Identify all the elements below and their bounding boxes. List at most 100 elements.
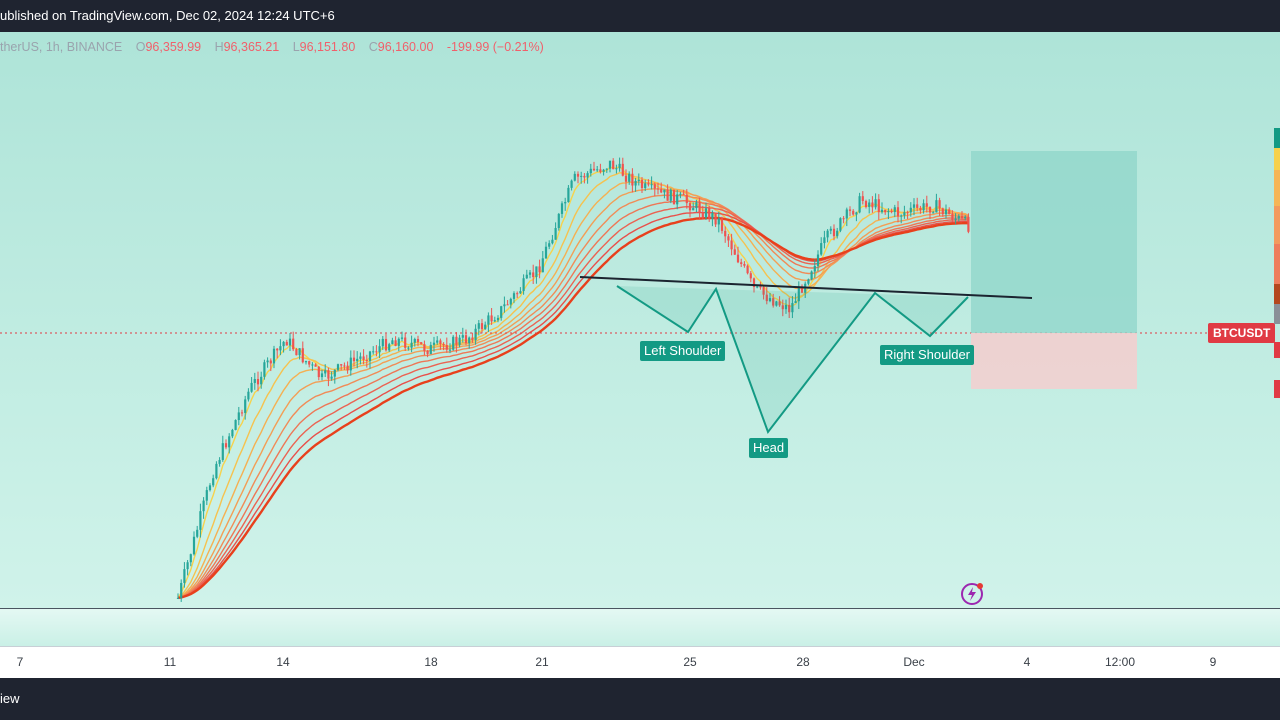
candle-body bbox=[640, 179, 644, 189]
candle-body bbox=[720, 218, 724, 231]
candle-body bbox=[260, 376, 263, 385]
ohlc-legend: therUS, 1h, BINANCE O96,359.99 H96,365.2… bbox=[0, 38, 544, 56]
candle-body bbox=[861, 196, 864, 201]
candle-body bbox=[324, 370, 327, 374]
candle-body bbox=[666, 189, 669, 201]
x-tick-label: 9 bbox=[1209, 655, 1217, 669]
ema-line bbox=[177, 181, 969, 599]
candle-body bbox=[628, 173, 631, 182]
candle-body bbox=[756, 286, 759, 288]
x-tick-label: 28 bbox=[796, 655, 810, 669]
candle-body bbox=[224, 443, 228, 448]
candle-body bbox=[874, 199, 877, 208]
candle-body bbox=[340, 364, 343, 366]
candle-body bbox=[477, 323, 480, 329]
candle-body bbox=[877, 199, 880, 213]
high-value: 96,365.21 bbox=[223, 40, 280, 54]
candle-body bbox=[775, 301, 778, 306]
candle-body bbox=[394, 340, 397, 346]
candle-body bbox=[592, 168, 596, 171]
candle-body bbox=[887, 210, 890, 213]
candle-body bbox=[317, 366, 320, 378]
candle-body bbox=[816, 254, 820, 266]
candle-body bbox=[832, 228, 836, 237]
candle-body bbox=[788, 304, 791, 313]
scale-marker bbox=[1274, 304, 1280, 324]
low-value: 96,151.80 bbox=[299, 40, 356, 54]
lower-pane bbox=[0, 608, 1280, 647]
candle-body bbox=[653, 184, 656, 189]
candle-body bbox=[532, 272, 535, 278]
candle-body bbox=[890, 210, 893, 213]
neckline bbox=[579, 276, 1033, 299]
candle-body bbox=[192, 536, 196, 555]
candle-body bbox=[842, 218, 845, 220]
candle-body bbox=[884, 209, 887, 213]
ema-line bbox=[177, 216, 969, 600]
footer-text: iew bbox=[0, 691, 20, 706]
candle-body bbox=[772, 298, 775, 306]
bolt-icon[interactable] bbox=[960, 582, 984, 606]
candle-body bbox=[426, 350, 429, 354]
candle-body bbox=[813, 265, 816, 272]
candle-body bbox=[938, 200, 941, 209]
candle-body bbox=[944, 209, 948, 215]
candle-body bbox=[778, 301, 781, 306]
scale-marker bbox=[1274, 244, 1280, 284]
candle-body bbox=[957, 216, 960, 219]
candle-body bbox=[416, 338, 420, 343]
ema-line bbox=[177, 211, 969, 599]
price-chart[interactable] bbox=[0, 32, 1280, 608]
candle-body bbox=[708, 208, 711, 219]
candle-body bbox=[784, 304, 788, 310]
candle-body bbox=[596, 169, 599, 171]
high-label: H bbox=[214, 40, 224, 54]
candle-body bbox=[612, 160, 615, 170]
candle-body bbox=[279, 346, 282, 351]
candle-body bbox=[852, 210, 855, 215]
candle-body bbox=[768, 298, 772, 302]
candle-body bbox=[605, 168, 608, 170]
candle-body bbox=[820, 243, 823, 255]
candle-body bbox=[781, 305, 784, 310]
candle-body bbox=[551, 239, 554, 244]
candle-body bbox=[388, 344, 391, 351]
candle-body bbox=[336, 364, 340, 370]
candle-body bbox=[269, 360, 272, 364]
candle-body bbox=[740, 262, 743, 265]
time-axis[interactable]: 7 11 14 18 21 25 28 Dec 4 12:00 9 bbox=[0, 646, 1280, 679]
candle-body bbox=[685, 194, 688, 204]
candle-body bbox=[292, 338, 295, 350]
candle-body bbox=[807, 279, 810, 284]
candle-body bbox=[909, 207, 912, 213]
candle-body bbox=[656, 188, 660, 190]
candle-body bbox=[743, 264, 746, 266]
candle-body bbox=[458, 337, 461, 345]
price-tag: BTCUSDT bbox=[1208, 323, 1276, 343]
candle-body bbox=[759, 286, 762, 288]
candle-body bbox=[276, 348, 279, 351]
candle-body bbox=[624, 175, 628, 182]
candle-body bbox=[564, 202, 567, 204]
candle-body bbox=[253, 378, 256, 383]
candle-body bbox=[436, 340, 439, 343]
candle-body bbox=[871, 202, 874, 208]
candle-body bbox=[704, 208, 708, 218]
ema-line bbox=[177, 171, 969, 599]
candle-body bbox=[880, 209, 884, 213]
candle-body bbox=[797, 286, 800, 302]
candlesticks bbox=[176, 157, 970, 602]
candle-body bbox=[218, 459, 221, 464]
low-label: L bbox=[292, 40, 300, 54]
candle-body bbox=[919, 207, 922, 211]
candle-body bbox=[650, 184, 653, 186]
candle-body bbox=[647, 183, 650, 185]
candle-body bbox=[730, 240, 733, 250]
candle-body bbox=[282, 341, 285, 347]
candle-body bbox=[762, 287, 765, 295]
candle-body bbox=[439, 340, 442, 344]
candle-body bbox=[637, 179, 640, 181]
x-tick-label: Dec bbox=[903, 655, 925, 669]
candle-body bbox=[576, 173, 580, 177]
candle-body bbox=[903, 212, 906, 216]
